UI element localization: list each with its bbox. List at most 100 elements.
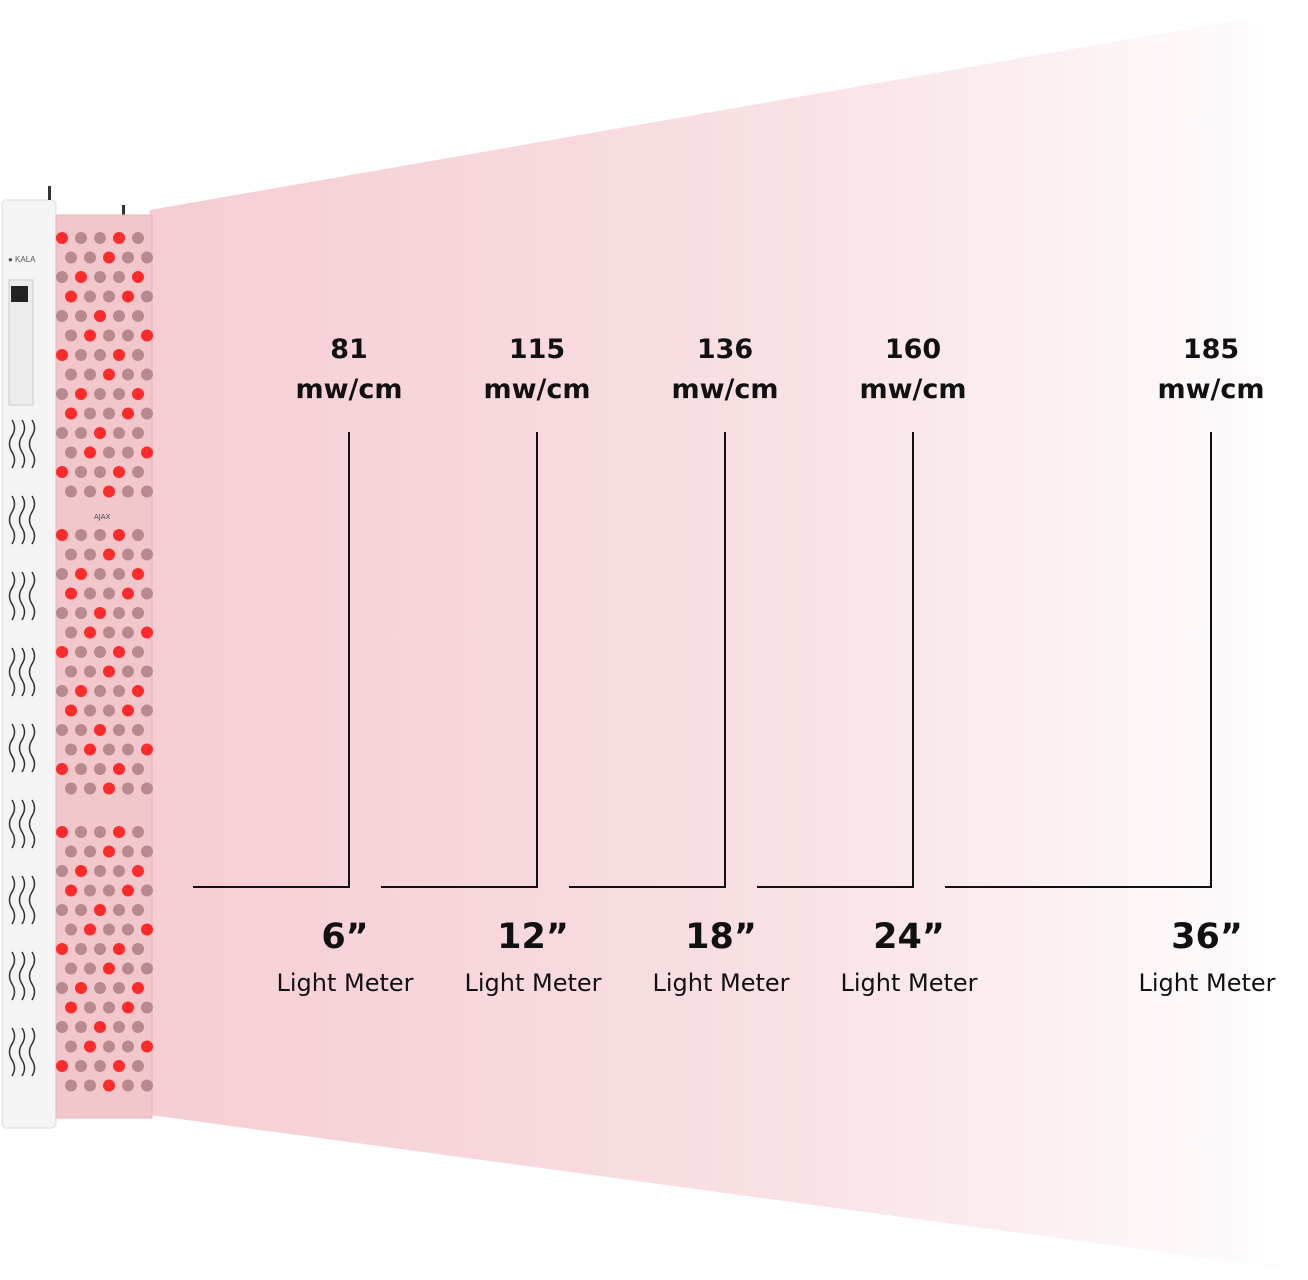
- led: [94, 763, 106, 775]
- led: [56, 310, 68, 322]
- led: [141, 548, 153, 561]
- led: [132, 826, 144, 838]
- led: [75, 310, 87, 322]
- irradiance-value: 115: [508, 334, 566, 365]
- led: [113, 865, 125, 877]
- led: [132, 529, 144, 541]
- led: [103, 704, 115, 717]
- led: [94, 271, 106, 283]
- led: [103, 962, 115, 975]
- distance-label: 36”: [1171, 917, 1243, 957]
- led: [65, 743, 77, 756]
- led: [94, 529, 106, 541]
- led: [132, 466, 144, 478]
- led: [84, 446, 96, 459]
- led: [141, 446, 153, 459]
- led: [113, 310, 125, 322]
- vent-icon: [8, 875, 16, 925]
- light-meter-label: Light Meter: [652, 969, 790, 997]
- distance-label: 12”: [497, 917, 569, 957]
- led: [84, 626, 96, 639]
- led: [141, 743, 153, 756]
- vertical-line: [724, 432, 726, 888]
- led: [132, 904, 144, 916]
- led: [56, 685, 68, 697]
- led: [65, 1001, 77, 1014]
- led: [141, 884, 153, 897]
- led: [94, 466, 106, 478]
- led: [113, 568, 125, 580]
- led: [132, 982, 144, 994]
- led: [56, 529, 68, 541]
- led: [132, 349, 144, 361]
- led: [75, 826, 87, 838]
- led: [56, 724, 68, 736]
- led: [122, 251, 134, 264]
- led: [75, 865, 87, 877]
- led: [132, 1021, 144, 1033]
- vent-icon: [18, 419, 26, 469]
- led: [56, 607, 68, 619]
- led: [84, 290, 96, 303]
- vent-icon: [18, 571, 26, 621]
- irradiance-unit: mw/cm: [295, 374, 403, 405]
- led: [141, 626, 153, 639]
- led: [84, 1040, 96, 1053]
- led: [113, 982, 125, 994]
- led: [122, 1001, 134, 1014]
- led: [56, 568, 68, 580]
- led: [132, 232, 144, 244]
- led: [122, 884, 134, 897]
- led: [84, 1001, 96, 1014]
- led: [65, 587, 77, 600]
- led: [65, 407, 77, 420]
- vent-icon: [18, 799, 26, 849]
- led: [141, 1001, 153, 1014]
- irradiance-unit: mw/cm: [1157, 374, 1265, 405]
- led: [122, 485, 134, 498]
- led: [94, 646, 106, 658]
- led: [103, 368, 115, 381]
- led: [103, 626, 115, 639]
- led: [113, 466, 125, 478]
- led: [84, 329, 96, 342]
- led: [122, 548, 134, 561]
- led: [75, 685, 87, 697]
- led: [56, 232, 68, 244]
- led: [141, 1040, 153, 1053]
- led: [56, 943, 68, 955]
- led: [84, 884, 96, 897]
- led: [56, 271, 68, 283]
- led: [113, 1021, 125, 1033]
- led: [132, 685, 144, 697]
- led: [113, 1060, 125, 1072]
- led: [113, 529, 125, 541]
- vent-icon: [8, 647, 16, 697]
- led: [84, 665, 96, 678]
- led: [75, 427, 87, 439]
- led: [56, 466, 68, 478]
- led: [141, 1079, 153, 1092]
- led: [113, 724, 125, 736]
- led: [103, 782, 115, 795]
- vent-icon: [8, 419, 16, 469]
- led: [122, 923, 134, 936]
- irradiance-value: 81: [330, 334, 368, 365]
- led: [65, 368, 77, 381]
- distance-label: 6”: [321, 917, 369, 957]
- led: [75, 1021, 87, 1033]
- led: [75, 388, 87, 400]
- irradiance-value: 160: [884, 334, 942, 365]
- led: [65, 923, 77, 936]
- irradiance-unit: mw/cm: [671, 374, 779, 405]
- led: [84, 782, 96, 795]
- led: [113, 685, 125, 697]
- led: [122, 1040, 134, 1053]
- red-light-panel-device: ● KALA AJAX: [1, 186, 153, 1129]
- led: [84, 485, 96, 498]
- led: [65, 704, 77, 717]
- led: [94, 826, 106, 838]
- vent-icon: [18, 723, 26, 773]
- led: [84, 368, 96, 381]
